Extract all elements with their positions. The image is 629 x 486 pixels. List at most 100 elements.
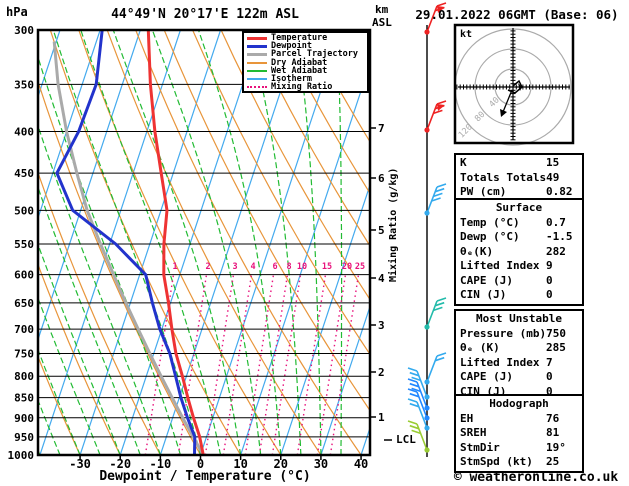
stmspd-row: StmSpd (kt) 25 [460,455,578,470]
wind-barb [424,100,447,133]
pressure-tick-label: 650 [14,297,34,310]
stat-label: SREH [460,426,487,439]
wind-barb [424,352,447,385]
legend-label: Mixing Ratio [271,82,333,93]
stat-value: 25 [546,455,560,468]
isotherm-line [280,183,370,455]
pressure-tick-label: 500 [14,204,34,217]
stat-value: 0.7 [546,215,566,229]
stat-label: θₑ(K) [460,244,494,258]
dry-adiabat-line [220,30,370,301]
wet-adiabat-line [248,30,302,455]
hodograph-panel-title: Hodograph [489,397,549,410]
temperature-axis-label: Dewpoint / Temperature (°C) [99,469,311,484]
wet-adiabat-line [38,55,181,455]
mixing-ratio-line [222,274,253,455]
stat-value: 0 [546,384,553,398]
most-unstable-panel: Most Unstable Pressure (mb) 750 θₑ (K) 285… [454,309,584,402]
pressure-tick-label: 600 [14,269,34,282]
wind-barb [407,378,430,411]
mixing-ratio-line [296,274,327,455]
stat-label: Temp (°C) [460,215,520,229]
stat-label: K [460,156,467,169]
mixing-ratio-line-swatch [247,86,267,89]
mixing-ratio-value-label: 4 [250,262,255,272]
temp-tick-label: 40 [354,457,368,471]
wet-adiabat-line [336,30,343,455]
stat-label: Lifted Index [460,355,540,369]
credit-text: © weatheronline.co.uk [453,470,619,485]
mu-cape-row: CAPE (J) 0 [460,370,578,385]
temp-tick-label: -30 [69,457,91,471]
altitude-axis-unit-km: km [375,3,389,16]
mixing-ratio-value-label: 10 [297,262,307,272]
legend-item-mixing-ratio: Mixing Ratio [247,82,367,93]
legend-item-temperature: Temperature [247,33,367,44]
mixing-ratio-value-label: 8 [286,262,291,272]
wind-barb [407,367,430,400]
dry-adiabat-line [277,30,370,195]
stat-label: CIN (J) [460,288,507,301]
temp-tick-label: 20 [274,457,288,471]
mixing-ratio-axis-label: Mixing Ratio (g/kg) [388,167,399,282]
parcel-line-swatch [247,52,267,56]
mixing-ratio-line [177,274,208,455]
km-tick-label: 6 [378,172,385,185]
totals-totals-row: Totals Totals 49 [460,171,578,186]
stat-label: StmSpd (kt) [460,455,533,468]
dry-adiabat-line [192,30,370,356]
mixing-ratio-line [316,274,347,455]
stat-label: Totals Totals [460,170,547,184]
lcl-marker-label: LCL [396,433,416,446]
surface-li-row: Lifted Index 9 [460,259,578,274]
stat-value: 750 [546,326,566,340]
temp-tick-label: -10 [150,457,172,471]
mixing-ratio-line [258,274,289,455]
hodograph-ring-label: 80 [473,110,487,124]
storm-motion-arrowhead [500,109,507,117]
temperature-curve [146,30,205,455]
stat-value: 76 [546,411,560,425]
legend-label: Temperature [271,33,328,44]
wind-barb [424,2,447,35]
stat-value: 9 [546,259,553,272]
pressure-tick-label: 950 [14,431,34,444]
isotherm-line-swatch [247,78,267,81]
mixing-ratio-value-label: 3 [232,262,237,272]
temp-tick-label: -20 [109,457,131,471]
hodograph-ring-label: 40 [487,95,501,109]
km-tick-label: 1 [378,411,385,424]
mixing-ratio-line [244,274,275,455]
stat-label: Lifted Index [460,259,540,272]
stat-value: -1.5 [546,230,573,243]
pressure-tick-label: 300 [14,24,34,37]
stat-label: PW (cm) [460,185,507,198]
legend-item-parcel: Parcel Trajectory [247,49,367,59]
surface-cin-row: CIN (J) 0 [460,288,578,303]
legend-item-wet-adiabat: Wet Adiabat [247,66,367,76]
hodograph-stats-panel: Hodograph EH 76 SREH 81 StmDir 19° StmSpd (… [454,394,584,473]
mixing-ratio-line [204,274,235,455]
dry-adiabat-line [38,355,81,455]
hodograph-border [453,23,575,145]
mu-pressure-row: Pressure (mb) 750 [460,327,578,342]
stat-value: 7 [546,355,553,369]
wet-adiabat-line [38,398,61,455]
pressure-tick-label: 800 [14,370,34,383]
stmdir-row: StmDir 19° [460,441,578,456]
wet-adiabat-line [38,348,81,455]
surface-panel-title: Surface [495,201,543,214]
datetime-title: 29.01.2022 06GMT (Base: 06) [415,7,619,22]
wind-barb [407,388,430,421]
km-tick-label: 7 [378,122,385,135]
wind-barb [424,183,447,216]
isotherm-line [39,30,181,455]
wet-adiabat-line [52,30,202,455]
indices-panel: K 15 Totals Totals 49 PW (cm) 0.82 [454,153,584,203]
dry-adiabat-line-swatch [247,61,267,64]
legend-label: Isotherm [271,74,312,85]
legend-item-dry-adiabat: Dry Adiabat [247,58,367,68]
stat-value: 285 [546,341,566,354]
stat-value: 0 [546,370,553,383]
